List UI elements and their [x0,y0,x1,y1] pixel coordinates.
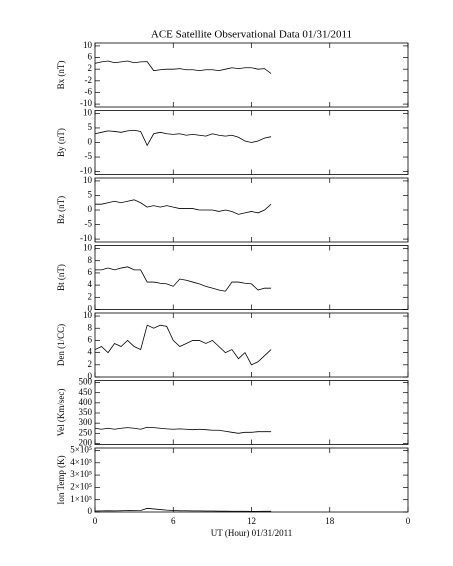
data-line [94,129,272,147]
y-tick-label: 0 [88,204,93,214]
y-tick-label: 0 [88,137,93,147]
y-tick-label: 300 [79,417,93,427]
data-line [95,266,272,292]
y-axis-label: Bx (nT) [56,61,66,90]
y-axis-label: Bt (nT) [56,264,66,291]
y-axis-label: Den (1/CC) [56,324,66,366]
y-tick-label: 2 [88,291,93,301]
y-tick-label: -6 [85,87,93,97]
y-tick-label: 4×10⁵ [70,457,92,467]
y-tick-label: -10 [80,166,92,176]
x-tick-label: 6 [171,516,176,526]
y-tick-label: 350 [79,407,93,417]
y-axis-label: By (nT) [56,128,66,157]
y-tick-label: 5 [88,122,93,132]
x-tick-label: 0 [93,516,98,526]
y-tick-label: -5 [85,151,93,161]
x-tick-label: 0 [406,516,411,526]
y-tick-label: 0 [88,506,93,516]
y-tick-label: 8 [88,322,93,332]
y-tick-label: 10 [83,310,93,320]
data-line [94,324,272,366]
y-tick-label: 400 [79,397,93,407]
y-tick-label: 200 [79,438,93,448]
y-tick-label: 3×10⁵ [70,469,92,479]
panel-frame [94,177,409,243]
y-tick-label: -10 [80,98,92,108]
x-tick-label: 18 [325,516,335,526]
y-tick-label: -2 [85,75,93,85]
y-tick-label: 1×10⁵ [70,494,92,504]
x-tick-label: 12 [247,516,256,526]
y-tick-label: 0 [88,304,93,314]
y-axis-label: Bz (nT) [56,196,66,224]
y-tick-label: 4 [88,347,93,357]
panel-frame [94,42,409,108]
y-tick-label: 450 [79,387,93,397]
y-tick-label: 6 [88,334,93,344]
y-tick-label: 2×10⁵ [70,481,92,491]
y-tick-label: 10 [83,175,93,185]
data-line [94,60,272,74]
x-axis-label: UT (Hour) 01/31/2011 [211,528,293,538]
y-tick-label: -10 [80,233,92,243]
y-tick-label: 10 [83,243,93,253]
y-axis-label: Vel (Km/sec) [56,389,66,437]
y-tick-label: 2 [88,63,93,73]
data-line [94,507,272,512]
panel-frame [94,380,409,445]
y-axis-label: Ion Temp (K) [56,455,66,504]
y-tick-label: 10 [83,40,93,50]
y-tick-label: 10 [83,107,93,117]
y-tick-label: 6 [88,267,93,277]
chart-title: ACE Satellite Observational Data 01/31/2… [151,29,352,41]
y-tick-label: -5 [85,219,93,229]
y-tick-label: 250 [79,427,93,437]
panel-frame [94,447,409,513]
data-line [94,426,272,434]
y-tick-label: 5 [88,190,93,200]
y-tick-label: 500 [79,377,93,387]
y-tick-label: 0 [88,371,93,381]
y-tick-label: 4 [88,279,93,289]
y-tick-label: 8 [88,255,93,265]
y-tick-label: 6 [88,52,93,62]
y-tick-label: 2 [88,359,93,369]
panel-frame [94,245,409,310]
data-line [95,199,272,215]
y-tick-label: 5×10⁵ [70,445,92,455]
